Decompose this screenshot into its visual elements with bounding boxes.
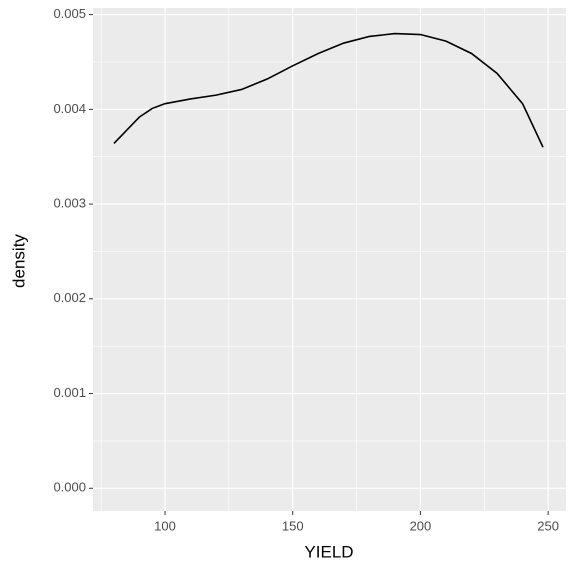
y-tick-label: 0.005 — [53, 6, 86, 21]
y-tick-label: 0.002 — [53, 290, 86, 305]
y-tick-label: 0.003 — [53, 196, 86, 211]
x-tick-label: 100 — [154, 518, 176, 533]
y-tick-label: 0.000 — [53, 480, 86, 495]
x-tick-label: 150 — [282, 518, 304, 533]
y-tick-label: 0.004 — [53, 101, 86, 116]
y-tick-label: 0.001 — [53, 385, 86, 400]
panel — [93, 8, 566, 511]
y-axis-title: density — [9, 234, 28, 288]
x-tick-label: 200 — [410, 518, 432, 533]
density-line — [113, 32, 544, 148]
x-tick-label: 250 — [537, 518, 559, 533]
x-axis-title: YIELD — [304, 542, 353, 561]
